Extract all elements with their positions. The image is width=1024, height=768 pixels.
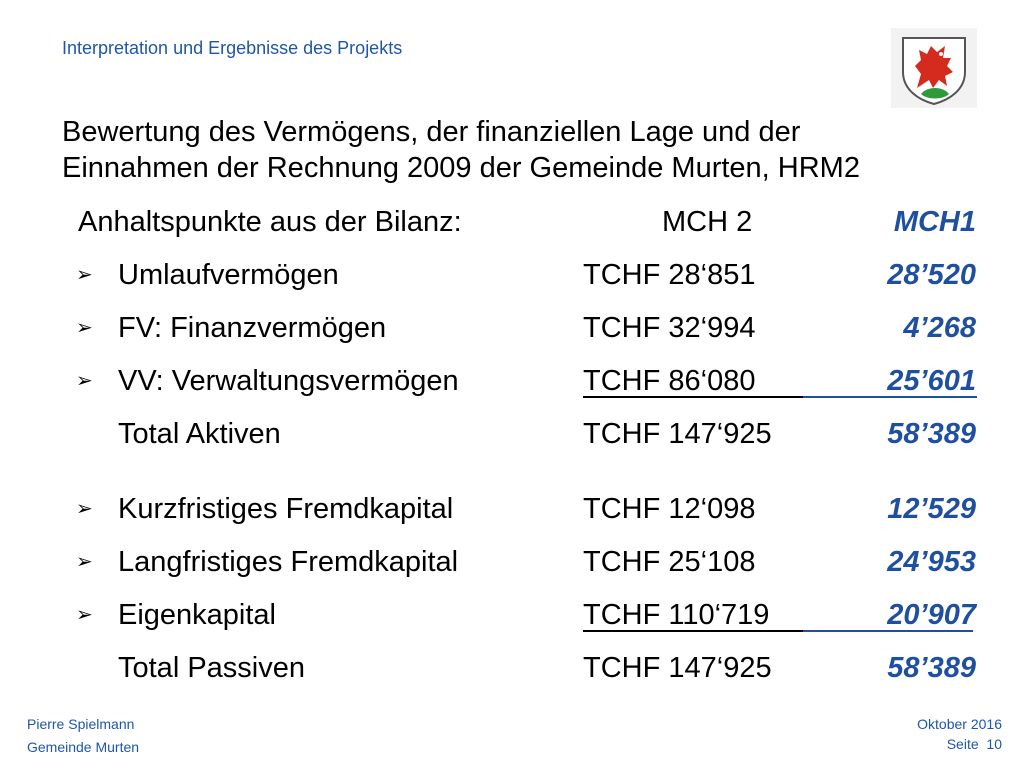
footer-date: Oktober 2016 <box>917 716 1002 732</box>
bullet-arrow-icon: ➢ <box>76 317 93 339</box>
table-row-verwaltungsvermoegen: ➢ VV: Verwaltungsvermögen TCHF 86‘080 25… <box>0 361 1024 401</box>
bullet-arrow-icon: ➢ <box>76 498 93 520</box>
heading-line-1: Bewertung des Vermögens, der finanzielle… <box>62 116 801 148</box>
row-label: Total Aktiven <box>118 418 281 450</box>
underline-mch1-aktiven <box>803 396 977 398</box>
row-mch2-value: TCHF 147‘925 <box>583 418 772 450</box>
table-header-mch2: MCH 2 <box>662 206 753 238</box>
row-mch2-value: TCHF 86‘080 <box>583 365 756 397</box>
row-mch2-value: TCHF 32‘994 <box>583 312 756 344</box>
row-mch1-value: 28’520 <box>887 259 976 291</box>
row-mch1-value: 12’529 <box>887 493 976 525</box>
row-mch1-value: 58’389 <box>887 418 976 450</box>
row-label: Kurzfristiges Fremdkapital <box>118 493 454 525</box>
row-mch1-value: 20’907 <box>887 599 976 631</box>
bullet-arrow-icon: ➢ <box>76 604 93 626</box>
footer-page-number: 10 <box>986 736 1002 752</box>
row-label: Total Passiven <box>118 652 305 684</box>
table-row-total-passiven: Total Passiven TCHF 147‘925 58’389 <box>0 648 1024 688</box>
row-mch2-value: TCHF 25‘108 <box>583 546 756 578</box>
row-label: VV: Verwaltungsvermögen <box>118 365 459 397</box>
row-mch1-value: 58’389 <box>887 652 976 684</box>
footer-organisation: Gemeinde Murten <box>27 739 140 755</box>
underline-mch2-passiven <box>583 630 803 632</box>
table-row-umlaufvermoegen: ➢ Umlaufvermögen TCHF 28‘851 28’520 <box>0 255 1024 295</box>
table-header-mch1: MCH1 <box>893 206 976 238</box>
table-row-langfristiges-fremdkapital: ➢ Langfristiges Fremdkapital TCHF 25‘108… <box>0 542 1024 582</box>
row-mch2-value: TCHF 147‘925 <box>583 652 772 684</box>
footer-author: Pierre Spielmann <box>27 716 135 732</box>
table-row-total-aktiven: Total Aktiven TCHF 147‘925 58’389 <box>0 414 1024 454</box>
table-row-eigenkapital: ➢ Eigenkapital TCHF 110‘719 20’907 <box>0 595 1024 635</box>
row-label: FV: Finanzvermögen <box>118 312 387 344</box>
footer-page-label: Seite <box>946 736 979 752</box>
bullet-arrow-icon: ➢ <box>76 551 93 573</box>
bullet-arrow-icon: ➢ <box>76 264 93 286</box>
row-mch1-value: 25’601 <box>887 365 976 397</box>
table-header-label: Anhaltspunkte aus der Bilanz: <box>78 206 462 238</box>
slide-heading: Bewertung des Vermögens, der finanzielle… <box>62 114 1012 186</box>
row-label: Langfristiges Fremdkapital <box>118 546 459 578</box>
heading-line-2: Einnahmen der Rechnung 2009 der Gemeinde… <box>62 152 860 184</box>
row-label: Eigenkapital <box>118 599 276 631</box>
row-mch2-value: TCHF 28‘851 <box>583 259 756 291</box>
row-mch1-value: 24’953 <box>887 546 976 578</box>
table-row-kurzfristiges-fremdkapital: ➢ Kurzfristiges Fremdkapital TCHF 12‘098… <box>0 489 1024 529</box>
underline-mch2-aktiven <box>583 396 803 398</box>
row-mch2-value: TCHF 110‘719 <box>583 599 770 631</box>
row-mch1-value: 4’268 <box>903 312 976 344</box>
row-label: Umlaufvermögen <box>118 259 339 291</box>
header-title: Interpretation und Ergebnisse des Projek… <box>62 38 403 58</box>
table-header-row: Anhaltspunkte aus der Bilanz: MCH 2 MCH1 <box>0 202 1024 242</box>
footer-page: Seite 10 <box>947 736 1002 752</box>
bullet-arrow-icon: ➢ <box>76 370 93 392</box>
row-mch2-value: TCHF 12‘098 <box>583 493 756 525</box>
table-row-finanzvermoegen: ➢ FV: Finanzvermögen TCHF 32‘994 4’268 <box>0 308 1024 348</box>
underline-mch1-passiven <box>803 630 973 632</box>
lion-coat-of-arms-icon <box>891 28 977 108</box>
